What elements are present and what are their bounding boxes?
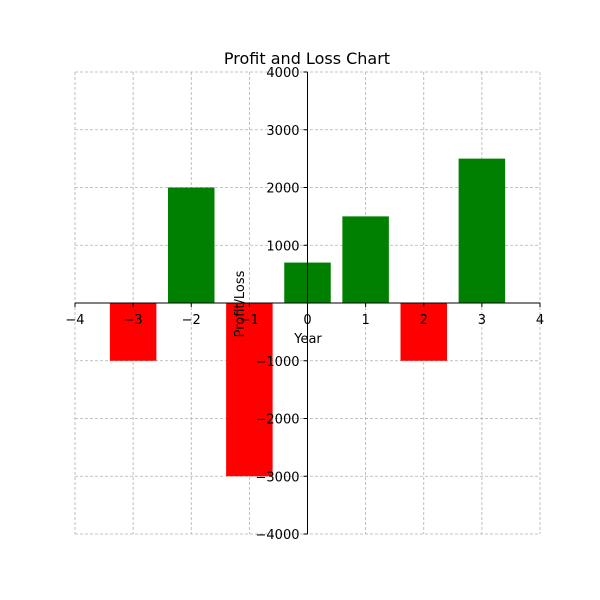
bar-loss (109, 303, 157, 361)
chart-title: Profit and Loss Chart (224, 49, 390, 68)
bar-profit (168, 187, 215, 303)
y-tick-label: 2000 (266, 182, 299, 197)
bar-loss (226, 303, 273, 477)
x-tick-label: 2 (420, 313, 428, 328)
y-tick-label: −4000 (256, 528, 300, 543)
y-tick-label: −3000 (256, 470, 300, 485)
y-tick-label: −1000 (256, 355, 300, 370)
y-tick-label: 3000 (266, 124, 299, 139)
x-tick-label: −2 (182, 313, 201, 328)
y-tick-label: 4000 (266, 66, 299, 81)
x-tick-label: 4 (536, 313, 544, 328)
ticks: −4 −3 −2 −1 0 1 2 3 4 −4000 −3000 −2000 −1000 1000 200… (65, 66, 544, 543)
x-tick-label: −4 (65, 313, 84, 328)
y-tick-label: −2000 (256, 413, 300, 428)
x-tick-label: 3 (478, 313, 486, 328)
x-tick-label: −3 (124, 313, 143, 328)
bar-loss (400, 303, 447, 361)
x-tick-label: 0 (303, 313, 311, 328)
x-tick-label: −1 (240, 313, 259, 328)
x-axis-label: Year (293, 332, 322, 347)
y-axis-label: Profit/Loss (233, 270, 248, 337)
bar-profit (342, 216, 389, 303)
x-tick-label: 1 (361, 313, 369, 328)
y-tick-label: 1000 (266, 239, 299, 254)
bar-profit (458, 158, 506, 303)
